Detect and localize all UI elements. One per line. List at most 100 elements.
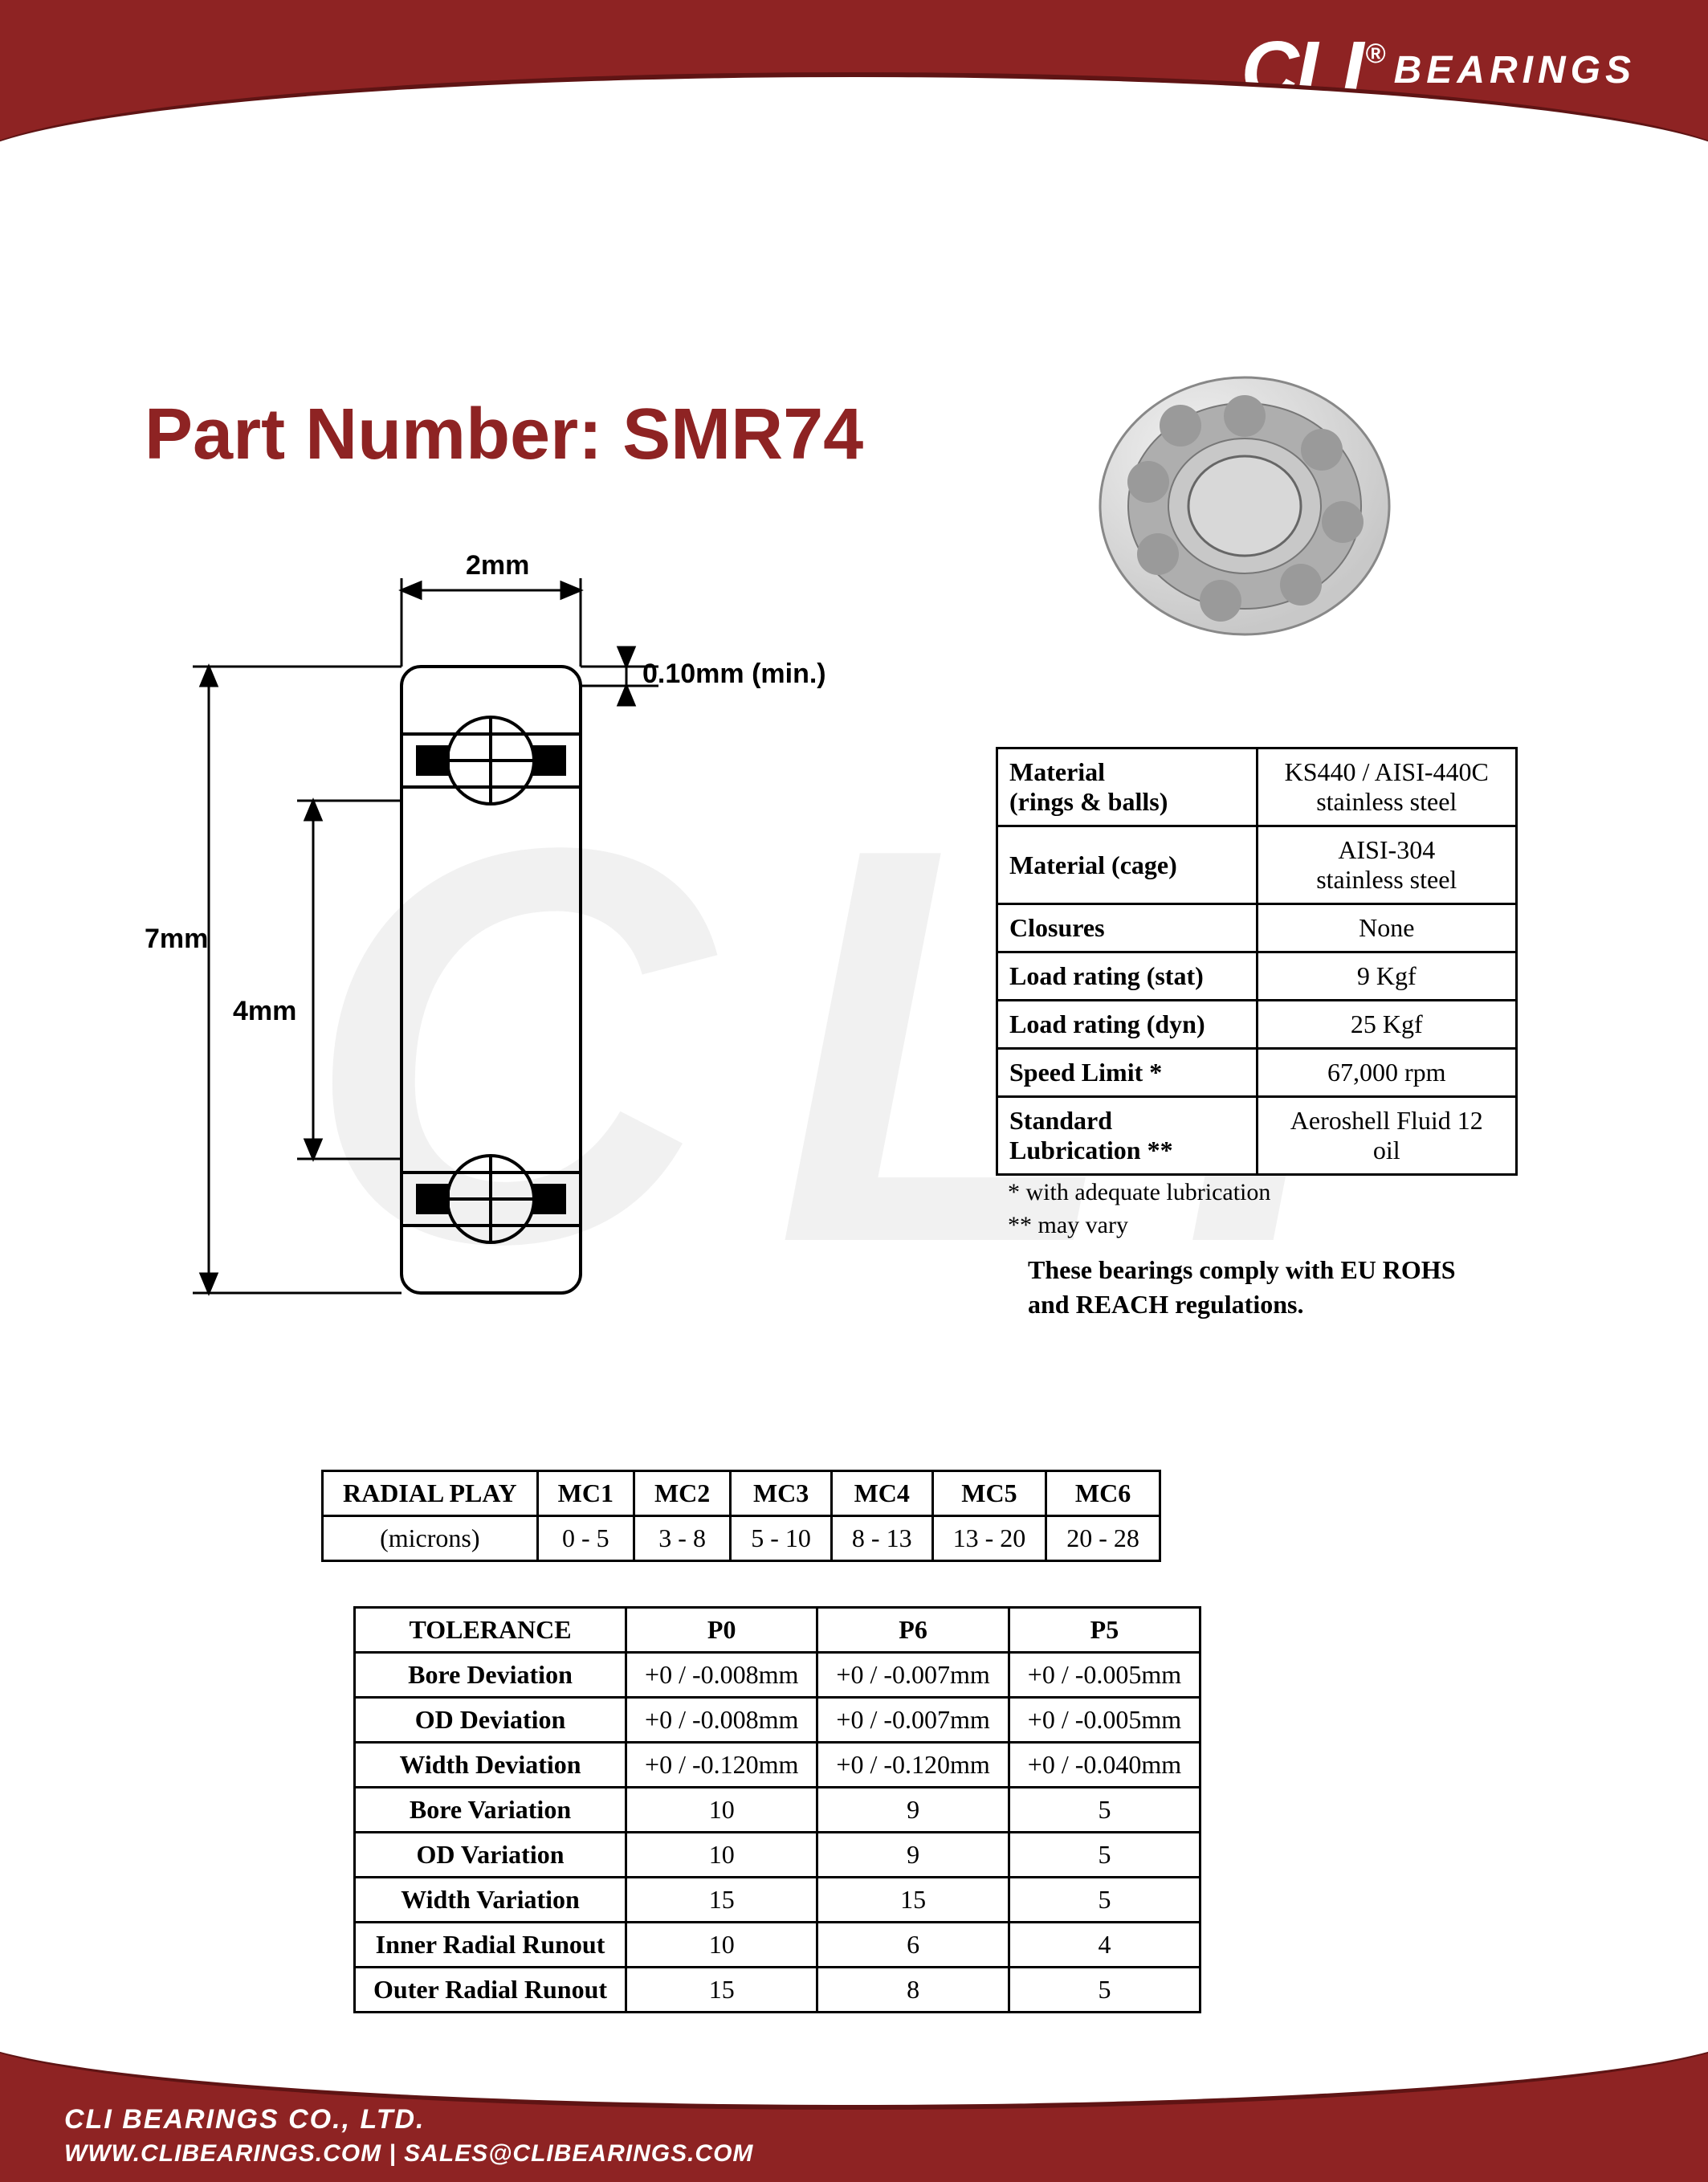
spec-row: Load rating (stat)9 Kgf — [997, 952, 1517, 1001]
spec-value: Aeroshell Fluid 12 oil — [1257, 1097, 1517, 1175]
tolerance-row-label: OD Variation — [355, 1833, 626, 1878]
spec-label: Material (rings & balls) — [997, 748, 1258, 826]
spec-value: KS440 / AISI-440C stainless steel — [1257, 748, 1517, 826]
radial-play-table: RADIAL PLAY MC1MC2MC3MC4MC5MC6 (microns)… — [321, 1470, 1161, 1562]
radial-col-header: MC5 — [932, 1471, 1046, 1516]
tolerance-value: 10 — [626, 1923, 817, 1968]
spec-table: Material (rings & balls)KS440 / AISI-440… — [996, 747, 1518, 1176]
spec-label: Standard Lubrication ** — [997, 1097, 1258, 1175]
header-bar: CLI ® BEARINGS — [0, 0, 1708, 161]
tolerance-value: +0 / -0.005mm — [1009, 1698, 1200, 1743]
spec-value: 9 Kgf — [1257, 952, 1517, 1001]
radial-value: 13 - 20 — [932, 1516, 1046, 1561]
part-number-title: Part Number: SMR74 — [145, 394, 863, 476]
tolerance-value: +0 / -0.007mm — [817, 1653, 1009, 1698]
spec-row: ClosuresNone — [997, 904, 1517, 952]
spec-value: 25 Kgf — [1257, 1001, 1517, 1049]
radial-col-header: MC3 — [731, 1471, 832, 1516]
tolerance-value: +0 / -0.005mm — [1009, 1653, 1200, 1698]
tolerance-value: 6 — [817, 1923, 1009, 1968]
brand-bearings-text: BEARINGS — [1394, 48, 1636, 92]
spec-table-body: Material (rings & balls)KS440 / AISI-440… — [997, 748, 1517, 1175]
tolerance-value: +0 / -0.040mm — [1009, 1743, 1200, 1788]
tolerance-row-label: Inner Radial Runout — [355, 1923, 626, 1968]
footer-swoosh — [0, 2037, 1708, 2110]
spec-label: Load rating (stat) — [997, 952, 1258, 1001]
tolerance-row: Width Variation15155 — [355, 1878, 1200, 1923]
tolerance-row: OD Variation1095 — [355, 1833, 1200, 1878]
compliance-statement: These bearings comply with EU ROHS and R… — [1028, 1253, 1494, 1322]
spec-value: AISI-304 stainless steel — [1257, 826, 1517, 904]
tolerance-row: Width Deviation+0 / -0.120mm+0 / -0.120m… — [355, 1743, 1200, 1788]
tolerance-title: TOLERANCE — [355, 1608, 626, 1653]
tolerance-value: 10 — [626, 1833, 817, 1878]
tolerance-row-label: Width Deviation — [355, 1743, 626, 1788]
spec-label: Material (cage) — [997, 826, 1258, 904]
radial-value: 8 - 13 — [831, 1516, 932, 1561]
radial-col-header: MC2 — [634, 1471, 730, 1516]
dim-id-label: 4mm — [233, 996, 296, 1026]
radial-subtitle: (microns) — [323, 1516, 538, 1561]
spec-row: Standard Lubrication **Aeroshell Fluid 1… — [997, 1097, 1517, 1175]
footer-email: SALES@CLIBEARINGS.COM — [404, 2140, 753, 2167]
footer-company: CLI BEARINGS CO., LTD. — [64, 2104, 753, 2135]
tolerance-row: Outer Radial Runout1585 — [355, 1968, 1200, 2013]
tolerance-table: TOLERANCE P0P6P5 Bore Deviation+0 / -0.0… — [353, 1606, 1201, 2013]
dim-od-label: 7mm — [145, 924, 208, 954]
tolerance-value: 8 — [817, 1968, 1009, 2013]
tolerance-value: 5 — [1009, 1788, 1200, 1833]
brand-registered-icon: ® — [1366, 39, 1386, 70]
cross-section-diagram: 2mm 0.10mm (min.) 7mm 4mm — [145, 546, 867, 1317]
radial-col-header: MC1 — [537, 1471, 634, 1516]
dim-width-label: 2mm — [466, 550, 529, 581]
radial-value: 0 - 5 — [537, 1516, 634, 1561]
spec-row: Material (cage)AISI-304 stainless steel — [997, 826, 1517, 904]
spec-value: 67,000 rpm — [1257, 1049, 1517, 1097]
radial-value: 3 - 8 — [634, 1516, 730, 1561]
tolerance-value: +0 / -0.007mm — [817, 1698, 1009, 1743]
tolerance-value: 15 — [626, 1878, 817, 1923]
tolerance-col-header: P5 — [1009, 1608, 1200, 1653]
spec-label: Load rating (dyn) — [997, 1001, 1258, 1049]
bearing-product-image — [1084, 369, 1405, 642]
radial-title: RADIAL PLAY — [323, 1471, 538, 1516]
footer-bar: CLI BEARINGS CO., LTD. WWW.CLIBEARINGS.C… — [0, 2037, 1708, 2182]
tolerance-col-header: P0 — [626, 1608, 817, 1653]
radial-col-header: MC4 — [831, 1471, 932, 1516]
footer-sep: | — [381, 2140, 404, 2167]
tolerance-value: +0 / -0.120mm — [626, 1743, 817, 1788]
tolerance-value: 15 — [817, 1878, 1009, 1923]
footer-contact: WWW.CLIBEARINGS.COM | SALES@CLIBEARINGS.… — [64, 2140, 753, 2168]
tolerance-row: Bore Variation1095 — [355, 1788, 1200, 1833]
tolerance-value: 9 — [817, 1788, 1009, 1833]
tolerance-value: +0 / -0.008mm — [626, 1698, 817, 1743]
radial-value: 5 - 10 — [731, 1516, 832, 1561]
tolerance-value: 15 — [626, 1968, 817, 2013]
tolerance-row-label: Bore Deviation — [355, 1653, 626, 1698]
tolerance-value: 10 — [626, 1788, 817, 1833]
radial-header-row: RADIAL PLAY MC1MC2MC3MC4MC5MC6 — [323, 1471, 1160, 1516]
tolerance-body: Bore Deviation+0 / -0.008mm+0 / -0.007mm… — [355, 1653, 1200, 2013]
radial-col-header: MC6 — [1046, 1471, 1160, 1516]
spec-value: None — [1257, 904, 1517, 952]
tolerance-row: OD Deviation+0 / -0.008mm+0 / -0.007mm+0… — [355, 1698, 1200, 1743]
tolerance-header-row: TOLERANCE P0P6P5 — [355, 1608, 1200, 1653]
spec-row: Load rating (dyn)25 Kgf — [997, 1001, 1517, 1049]
footnote-1: * with adequate lubrication — [1008, 1177, 1270, 1209]
spec-label: Closures — [997, 904, 1258, 952]
dim-chamfer-label: 0.10mm (min.) — [642, 659, 826, 689]
tolerance-row-label: Width Variation — [355, 1878, 626, 1923]
radial-values-row: (microns) 0 - 53 - 85 - 108 - 1313 - 202… — [323, 1516, 1160, 1561]
footer-text: CLI BEARINGS CO., LTD. WWW.CLIBEARINGS.C… — [64, 2104, 753, 2168]
tolerance-row-label: Bore Variation — [355, 1788, 626, 1833]
tolerance-value: +0 / -0.008mm — [626, 1653, 817, 1698]
tolerance-col-header: P6 — [817, 1608, 1009, 1653]
footnote-2: ** may vary — [1008, 1209, 1270, 1242]
tolerance-value: 9 — [817, 1833, 1009, 1878]
tolerance-row-label: Outer Radial Runout — [355, 1968, 626, 2013]
spec-row: Speed Limit *67,000 rpm — [997, 1049, 1517, 1097]
tolerance-value: +0 / -0.120mm — [817, 1743, 1009, 1788]
tolerance-row: Inner Radial Runout1064 — [355, 1923, 1200, 1968]
tolerance-row: Bore Deviation+0 / -0.008mm+0 / -0.007mm… — [355, 1653, 1200, 1698]
tolerance-row-label: OD Deviation — [355, 1698, 626, 1743]
